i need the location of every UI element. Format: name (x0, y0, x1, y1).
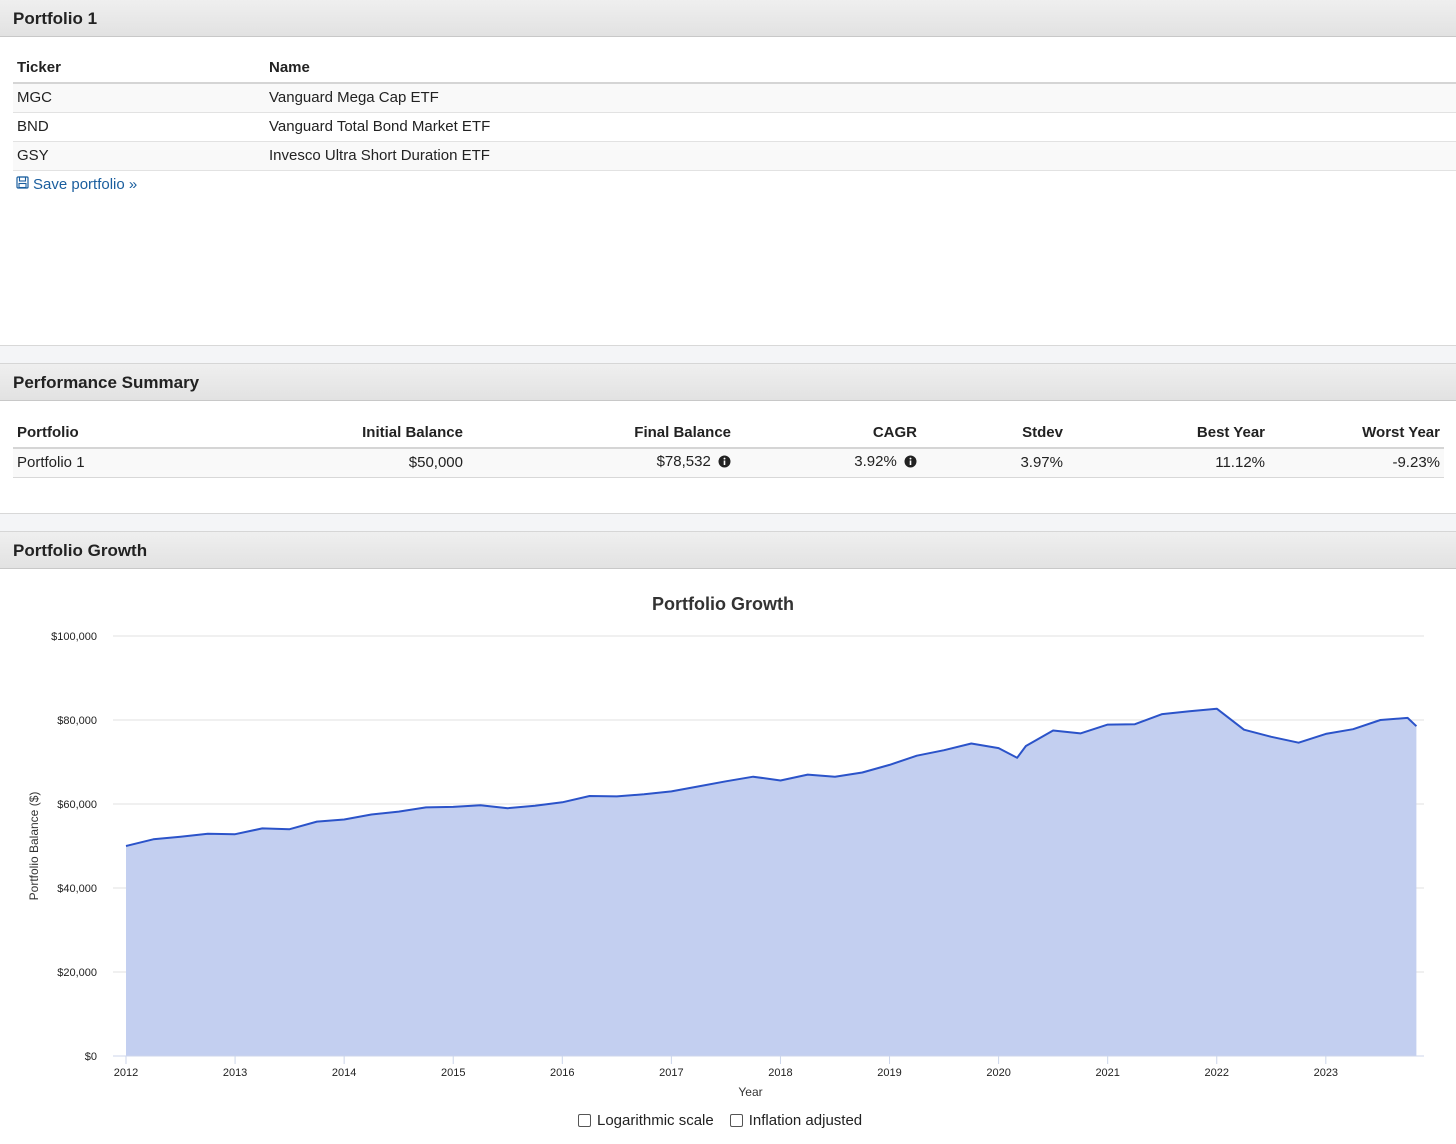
portfolio-cell: Portfolio 1 (17, 454, 85, 472)
log-scale-label: Logarithmic scale (597, 1112, 714, 1129)
portfolio-section-title: Portfolio 1 (13, 9, 98, 28)
col-header-cagr: CAGR (872, 423, 917, 441)
x-tick-label: 2013 (223, 1067, 247, 1079)
col-header-worst-year: Worst Year (1362, 423, 1440, 441)
col-header-initial-balance: Initial Balance (362, 423, 463, 441)
y-tick-label: $80,000 (57, 715, 97, 727)
name-cell: Invesco Ultra Short Duration ETF (269, 147, 490, 164)
save-portfolio-link[interactable]: Save portfolio » (16, 176, 137, 193)
initial-balance-cell: $50,000 (408, 454, 463, 472)
final-balance-cell: $78,532 (467, 448, 735, 477)
floppy-disk-icon (16, 176, 29, 193)
performance-section-title: Performance Summary (13, 373, 200, 392)
name-cell: Vanguard Total Bond Market ETF (269, 118, 491, 135)
inflation-adjusted-option[interactable]: Inflation adjusted (729, 1112, 863, 1129)
table-row: Portfolio 1 $50,000 $78,532 3.92% 3.97% … (13, 448, 1444, 477)
col-header-ticker: Ticker (17, 58, 61, 76)
col-header-stdev: Stdev (1022, 423, 1063, 441)
ticker-table: Ticker Name MGC Vanguard Mega Cap ETF BN… (13, 52, 1456, 171)
growth-section-title: Portfolio Growth (13, 541, 148, 560)
chart-options: Logarithmic scale Inflation adjusted (578, 1112, 862, 1129)
ticker-cell: MGC (17, 89, 52, 107)
x-tick-label: 2018 (768, 1067, 792, 1079)
info-icon[interactable] (904, 455, 917, 472)
performance-table-header: Portfolio Initial Balance Final Balance … (13, 417, 1444, 448)
save-portfolio-label: Save portfolio » (33, 176, 138, 193)
x-tick-label: 2022 (1205, 1067, 1229, 1079)
chart-title: Portfolio Growth (652, 594, 794, 614)
y-tick-label: $60,000 (57, 799, 97, 811)
cagr-value: 3.92% (854, 453, 897, 471)
section-divider (0, 513, 1456, 532)
log-scale-checkbox[interactable] (578, 1114, 591, 1127)
ticker-cell: GSY (17, 147, 49, 164)
x-tick-label: 2020 (986, 1067, 1010, 1079)
x-tick-label: 2016 (550, 1067, 574, 1079)
x-tick-label: 2017 (659, 1067, 683, 1079)
x-tick-label: 2021 (1095, 1067, 1119, 1079)
x-tick-label: 2015 (441, 1067, 465, 1079)
name-cell: Vanguard Mega Cap ETF (269, 89, 439, 107)
performance-table: Portfolio Initial Balance Final Balance … (13, 417, 1444, 478)
table-row: BND Vanguard Total Bond Market ETF (13, 112, 1456, 141)
y-tick-label: $100,000 (51, 631, 97, 643)
y-tick-label: $0 (85, 1051, 97, 1063)
y-tick-label: $20,000 (57, 967, 97, 979)
portfolio-growth-chart: $0 $20,000 $40,000 $60,000 $80,000 $100,000 20… (27, 631, 1424, 1099)
best-year-cell: 11.12% (1215, 454, 1265, 472)
ticker-cell: BND (17, 118, 49, 135)
table-row: MGC Vanguard Mega Cap ETF (13, 83, 1456, 112)
y-axis-title: Portfolio Balance ($) (27, 792, 41, 901)
inflation-adjusted-label: Inflation adjusted (748, 1112, 863, 1129)
x-axis-title: Year (738, 1085, 762, 1099)
portfolio-section-header: Portfolio 1 (0, 0, 1456, 37)
ticker-table-header: Ticker Name (13, 52, 1456, 83)
col-header-name: Name (269, 58, 310, 76)
performance-section-header: Performance Summary (0, 363, 1456, 401)
col-header-best-year: Best Year (1196, 423, 1265, 441)
x-tick-label: 2014 (332, 1067, 356, 1079)
stdev-cell: 3.97% (1020, 454, 1063, 472)
series-area (126, 708, 1417, 1056)
info-icon[interactable] (718, 455, 731, 472)
y-tick-label: $40,000 (57, 883, 97, 895)
x-tick-label: 2012 (114, 1067, 138, 1079)
x-tick-label: 2019 (877, 1067, 901, 1079)
final-balance-value: $78,532 (656, 453, 711, 471)
section-divider (0, 345, 1456, 364)
col-header-final-balance: Final Balance (634, 423, 731, 441)
series-line (125, 707, 1418, 847)
worst-year-cell: -9.23% (1392, 454, 1440, 472)
growth-section-header: Portfolio Growth (0, 531, 1456, 569)
inflation-adjusted-checkbox[interactable] (729, 1114, 743, 1127)
cagr-cell: 3.92% (735, 448, 921, 477)
col-header-portfolio: Portfolio (17, 423, 79, 441)
x-tick-label: 2023 (1314, 1067, 1338, 1079)
table-row: GSY Invesco Ultra Short Duration ETF (13, 141, 1456, 170)
log-scale-option[interactable]: Logarithmic scale (578, 1112, 714, 1129)
